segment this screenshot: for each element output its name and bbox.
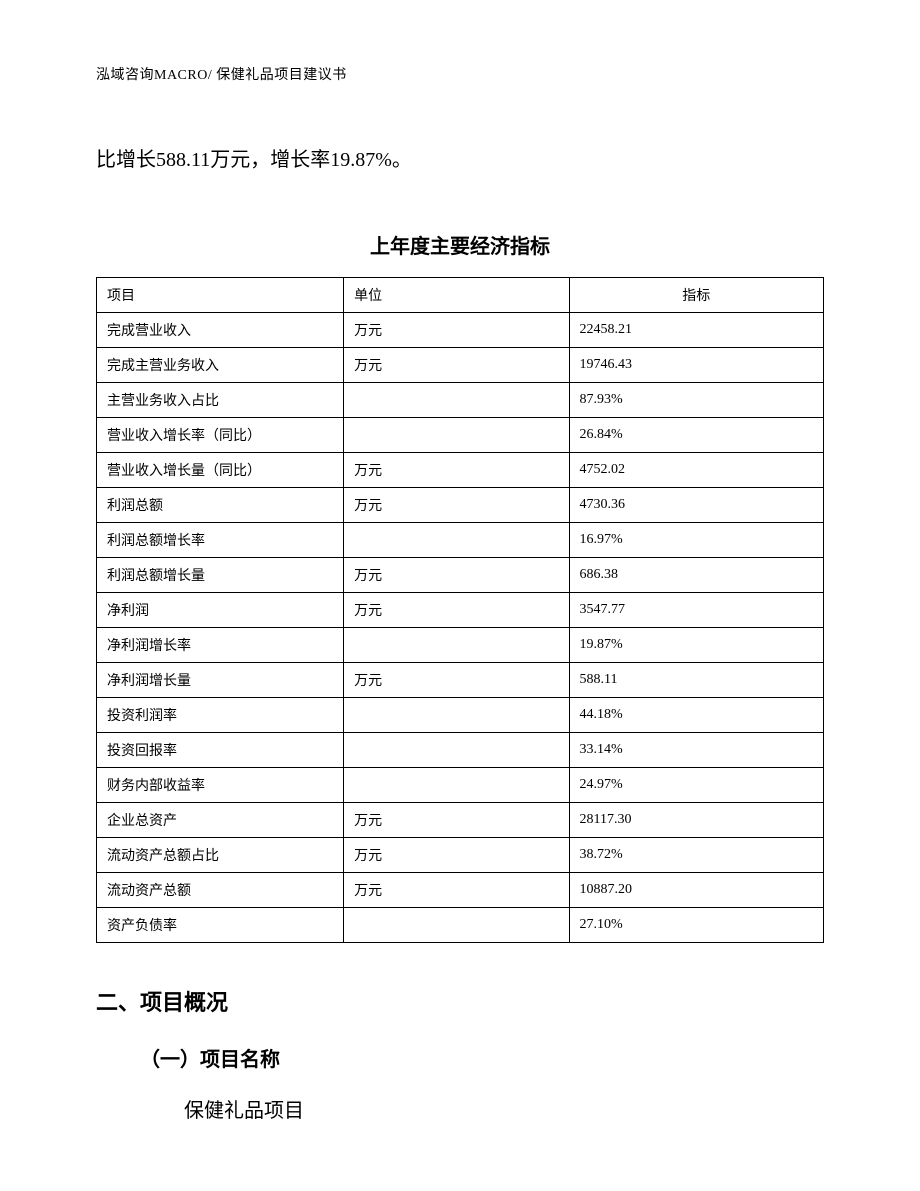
table-row: 利润总额增长率 16.97% xyxy=(97,523,824,558)
table-row: 净利润增长量万元588.11 xyxy=(97,663,824,698)
table-cell: 24.97% xyxy=(569,768,823,803)
table-row: 营业收入增长量（同比）万元4752.02 xyxy=(97,453,824,488)
table-row: 投资利润率 44.18% xyxy=(97,698,824,733)
table-cell: 万元 xyxy=(344,663,569,698)
table-cell: 万元 xyxy=(344,558,569,593)
table-row: 利润总额万元4730.36 xyxy=(97,488,824,523)
table-cell: 万元 xyxy=(344,313,569,348)
table-cell: 22458.21 xyxy=(569,313,823,348)
table-cell: 流动资产总额占比 xyxy=(97,838,344,873)
table-cell xyxy=(344,908,569,943)
table-row: 流动资产总额万元10887.20 xyxy=(97,873,824,908)
table-cell: 净利润 xyxy=(97,593,344,628)
sub-section-heading: （一）项目名称 xyxy=(140,1043,824,1072)
table-cell xyxy=(344,628,569,663)
table-cell: 完成主营业务收入 xyxy=(97,348,344,383)
table-cell: 投资利润率 xyxy=(97,698,344,733)
table-cell: 16.97% xyxy=(569,523,823,558)
table-cell xyxy=(344,768,569,803)
table-title: 上年度主要经济指标 xyxy=(96,230,824,259)
table-cell xyxy=(344,383,569,418)
table-cell: 28117.30 xyxy=(569,803,823,838)
table-cell: 19.87% xyxy=(569,628,823,663)
table-cell: 588.11 xyxy=(569,663,823,698)
table-row: 企业总资产万元28117.30 xyxy=(97,803,824,838)
table-cell: 27.10% xyxy=(569,908,823,943)
table-row: 净利润万元3547.77 xyxy=(97,593,824,628)
content-text: 保健礼品项目 xyxy=(184,1094,824,1123)
table-cell: 万元 xyxy=(344,593,569,628)
table-cell: 33.14% xyxy=(569,733,823,768)
table-cell: 87.93% xyxy=(569,383,823,418)
table-cell: 686.38 xyxy=(569,558,823,593)
economic-indicators-table: 项目 单位 指标 完成营业收入万元22458.21 完成主营业务收入万元1974… xyxy=(96,277,824,943)
table-row: 投资回报率 33.14% xyxy=(97,733,824,768)
table-cell: 投资回报率 xyxy=(97,733,344,768)
table-row: 资产负债率 27.10% xyxy=(97,908,824,943)
table-cell: 38.72% xyxy=(569,838,823,873)
table-body: 完成营业收入万元22458.21 完成主营业务收入万元19746.43 主营业务… xyxy=(97,313,824,943)
table-cell: 万元 xyxy=(344,488,569,523)
table-cell: 19746.43 xyxy=(569,348,823,383)
table-cell: 26.84% xyxy=(569,418,823,453)
table-cell: 万元 xyxy=(344,803,569,838)
table-header-cell: 项目 xyxy=(97,278,344,313)
section-heading: 二、项目概况 xyxy=(96,985,824,1017)
table-cell: 营业收入增长率（同比） xyxy=(97,418,344,453)
table-cell: 营业收入增长量（同比） xyxy=(97,453,344,488)
table-cell: 4730.36 xyxy=(569,488,823,523)
table-cell xyxy=(344,733,569,768)
table-cell xyxy=(344,523,569,558)
table-row: 主营业务收入占比 87.93% xyxy=(97,383,824,418)
table-row: 利润总额增长量万元686.38 xyxy=(97,558,824,593)
table-cell: 企业总资产 xyxy=(97,803,344,838)
table-cell: 利润总额增长率 xyxy=(97,523,344,558)
table-cell: 流动资产总额 xyxy=(97,873,344,908)
table-cell: 万元 xyxy=(344,348,569,383)
table-cell: 万元 xyxy=(344,838,569,873)
table-cell: 资产负债率 xyxy=(97,908,344,943)
table-row: 净利润增长率 19.87% xyxy=(97,628,824,663)
table-header-row: 项目 单位 指标 xyxy=(97,278,824,313)
table-cell: 4752.02 xyxy=(569,453,823,488)
table-cell: 完成营业收入 xyxy=(97,313,344,348)
table-row: 完成主营业务收入万元19746.43 xyxy=(97,348,824,383)
table-cell xyxy=(344,698,569,733)
table-cell: 3547.77 xyxy=(569,593,823,628)
table-row: 营业收入增长率（同比） 26.84% xyxy=(97,418,824,453)
table-row: 财务内部收益率 24.97% xyxy=(97,768,824,803)
table-cell xyxy=(344,418,569,453)
body-paragraph: 比增长588.11万元，增长率19.87%。 xyxy=(96,142,824,178)
document-page: 泓域咨询MACRO/ 保健礼品项目建议书 比增长588.11万元，增长率19.8… xyxy=(0,0,920,1123)
table-cell: 净利润增长率 xyxy=(97,628,344,663)
table-cell: 利润总额 xyxy=(97,488,344,523)
table-cell: 万元 xyxy=(344,453,569,488)
table-cell: 利润总额增长量 xyxy=(97,558,344,593)
page-header: 泓域咨询MACRO/ 保健礼品项目建议书 xyxy=(96,64,824,84)
table-cell: 净利润增长量 xyxy=(97,663,344,698)
table-cell: 10887.20 xyxy=(569,873,823,908)
table-cell: 财务内部收益率 xyxy=(97,768,344,803)
table-header-cell: 指标 xyxy=(569,278,823,313)
table-header-cell: 单位 xyxy=(344,278,569,313)
table-cell: 主营业务收入占比 xyxy=(97,383,344,418)
table-row: 完成营业收入万元22458.21 xyxy=(97,313,824,348)
table-cell: 万元 xyxy=(344,873,569,908)
table-row: 流动资产总额占比万元38.72% xyxy=(97,838,824,873)
table-cell: 44.18% xyxy=(569,698,823,733)
